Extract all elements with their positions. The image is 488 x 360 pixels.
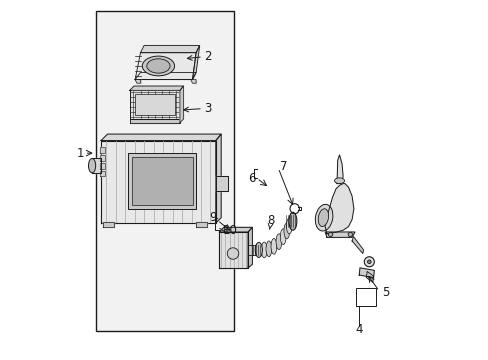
Polygon shape <box>135 53 196 80</box>
Polygon shape <box>325 184 353 234</box>
Polygon shape <box>101 134 221 140</box>
Circle shape <box>347 232 352 237</box>
Circle shape <box>367 260 370 264</box>
Ellipse shape <box>280 229 285 244</box>
Polygon shape <box>219 227 252 232</box>
Polygon shape <box>359 268 373 278</box>
Text: 9: 9 <box>209 211 217 224</box>
Polygon shape <box>192 45 199 80</box>
Polygon shape <box>100 147 105 153</box>
Polygon shape <box>366 271 373 282</box>
Ellipse shape <box>315 204 332 231</box>
Polygon shape <box>351 237 363 253</box>
Ellipse shape <box>261 242 266 258</box>
Polygon shape <box>102 222 113 226</box>
Ellipse shape <box>334 178 344 184</box>
Text: 4: 4 <box>355 323 362 336</box>
Ellipse shape <box>88 158 96 173</box>
Polygon shape <box>325 232 354 237</box>
Ellipse shape <box>318 209 328 226</box>
Polygon shape <box>247 227 252 268</box>
Ellipse shape <box>286 218 292 234</box>
Polygon shape <box>247 244 257 255</box>
Ellipse shape <box>288 212 296 230</box>
Polygon shape <box>219 232 247 268</box>
Circle shape <box>227 248 238 259</box>
Bar <box>96 12 233 330</box>
Circle shape <box>328 232 332 237</box>
Text: 10: 10 <box>223 224 237 237</box>
Polygon shape <box>215 176 228 191</box>
Ellipse shape <box>146 59 170 73</box>
Polygon shape <box>336 155 343 184</box>
Text: 1: 1 <box>76 147 83 159</box>
Text: 5: 5 <box>381 287 388 300</box>
Polygon shape <box>135 80 140 83</box>
Text: 2: 2 <box>187 50 211 63</box>
Ellipse shape <box>284 223 289 239</box>
Bar <box>128 153 196 209</box>
Ellipse shape <box>270 238 276 254</box>
Circle shape <box>364 257 373 267</box>
Text: 7: 7 <box>280 160 287 173</box>
Bar <box>135 94 174 116</box>
Polygon shape <box>215 134 221 223</box>
Text: 8: 8 <box>267 214 274 229</box>
Ellipse shape <box>265 241 271 257</box>
Ellipse shape <box>276 234 281 249</box>
Polygon shape <box>135 72 196 80</box>
Polygon shape <box>190 80 196 83</box>
Polygon shape <box>140 45 199 53</box>
Polygon shape <box>180 86 183 123</box>
Bar <box>355 288 376 306</box>
Polygon shape <box>92 158 101 173</box>
Polygon shape <box>100 155 105 161</box>
Ellipse shape <box>255 242 262 257</box>
Text: 3: 3 <box>183 102 211 115</box>
Polygon shape <box>101 140 215 223</box>
Polygon shape <box>100 171 105 176</box>
Polygon shape <box>129 86 183 90</box>
Bar <box>129 90 180 119</box>
Text: 6: 6 <box>248 172 255 185</box>
Bar <box>131 157 192 205</box>
Polygon shape <box>100 163 105 168</box>
Polygon shape <box>129 119 180 123</box>
Polygon shape <box>196 222 206 226</box>
Ellipse shape <box>142 56 174 76</box>
